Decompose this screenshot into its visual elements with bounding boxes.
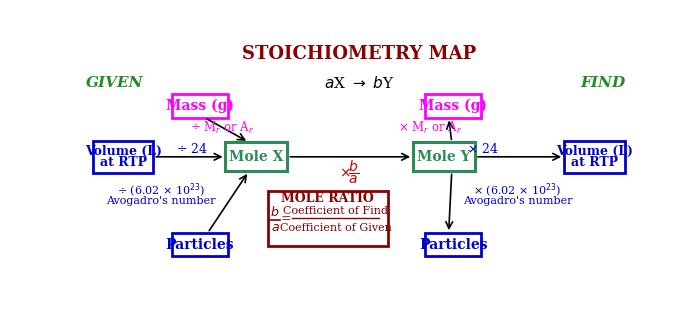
- FancyBboxPatch shape: [172, 233, 228, 256]
- FancyBboxPatch shape: [172, 95, 228, 118]
- Text: Coefficient of Given: Coefficient of Given: [279, 223, 391, 233]
- Text: Avogadro's number: Avogadro's number: [106, 196, 216, 206]
- Text: Coefficient of Find: Coefficient of Find: [283, 206, 388, 216]
- Text: GIVEN: GIVEN: [86, 76, 144, 90]
- Text: Volume (L): Volume (L): [85, 145, 162, 158]
- FancyBboxPatch shape: [426, 95, 481, 118]
- Text: $\times$ (6.02 $\times$ 10$^{23}$): $\times$ (6.02 $\times$ 10$^{23}$): [473, 182, 562, 200]
- Text: at RTP: at RTP: [570, 156, 618, 169]
- Text: $a$X $\rightarrow$ $b$Y: $a$X $\rightarrow$ $b$Y: [323, 75, 394, 91]
- Text: $\div$ (6.02 $\times$ 10$^{23}$): $\div$ (6.02 $\times$ 10$^{23}$): [117, 182, 205, 200]
- FancyBboxPatch shape: [413, 142, 475, 172]
- Text: MOLE RATIO: MOLE RATIO: [281, 192, 374, 205]
- FancyBboxPatch shape: [93, 141, 153, 173]
- Text: $b$: $b$: [270, 205, 280, 219]
- Text: FIND: FIND: [580, 76, 626, 90]
- Text: =: =: [281, 212, 291, 225]
- Text: $a$: $a$: [271, 221, 279, 234]
- FancyBboxPatch shape: [426, 233, 481, 256]
- Text: Volume (L): Volume (L): [556, 145, 633, 158]
- Text: Mole Y: Mole Y: [417, 150, 471, 164]
- Text: Particles: Particles: [166, 238, 235, 252]
- Text: Avogadro's number: Avogadro's number: [463, 196, 573, 206]
- Text: Mass (g): Mass (g): [166, 99, 234, 113]
- Text: $\times\!\dfrac{b}{a}$: $\times\!\dfrac{b}{a}$: [340, 159, 360, 186]
- FancyBboxPatch shape: [267, 191, 388, 246]
- Text: Particles: Particles: [419, 238, 488, 252]
- Text: $\div$ M$_r$ or A$_r$: $\div$ M$_r$ or A$_r$: [190, 120, 254, 136]
- FancyBboxPatch shape: [225, 142, 288, 172]
- Text: Mass (g): Mass (g): [419, 99, 487, 113]
- FancyBboxPatch shape: [564, 141, 624, 173]
- Text: at RTP: at RTP: [99, 156, 147, 169]
- Text: $\times$ 24: $\times$ 24: [467, 142, 498, 156]
- Text: $\div$ 24: $\div$ 24: [176, 142, 208, 156]
- Text: $\times$ M$_r$ or A$_r$: $\times$ M$_r$ or A$_r$: [398, 120, 462, 136]
- Text: Mole X: Mole X: [230, 150, 284, 164]
- Text: STOICHIOMETRY MAP: STOICHIOMETRY MAP: [241, 46, 476, 63]
